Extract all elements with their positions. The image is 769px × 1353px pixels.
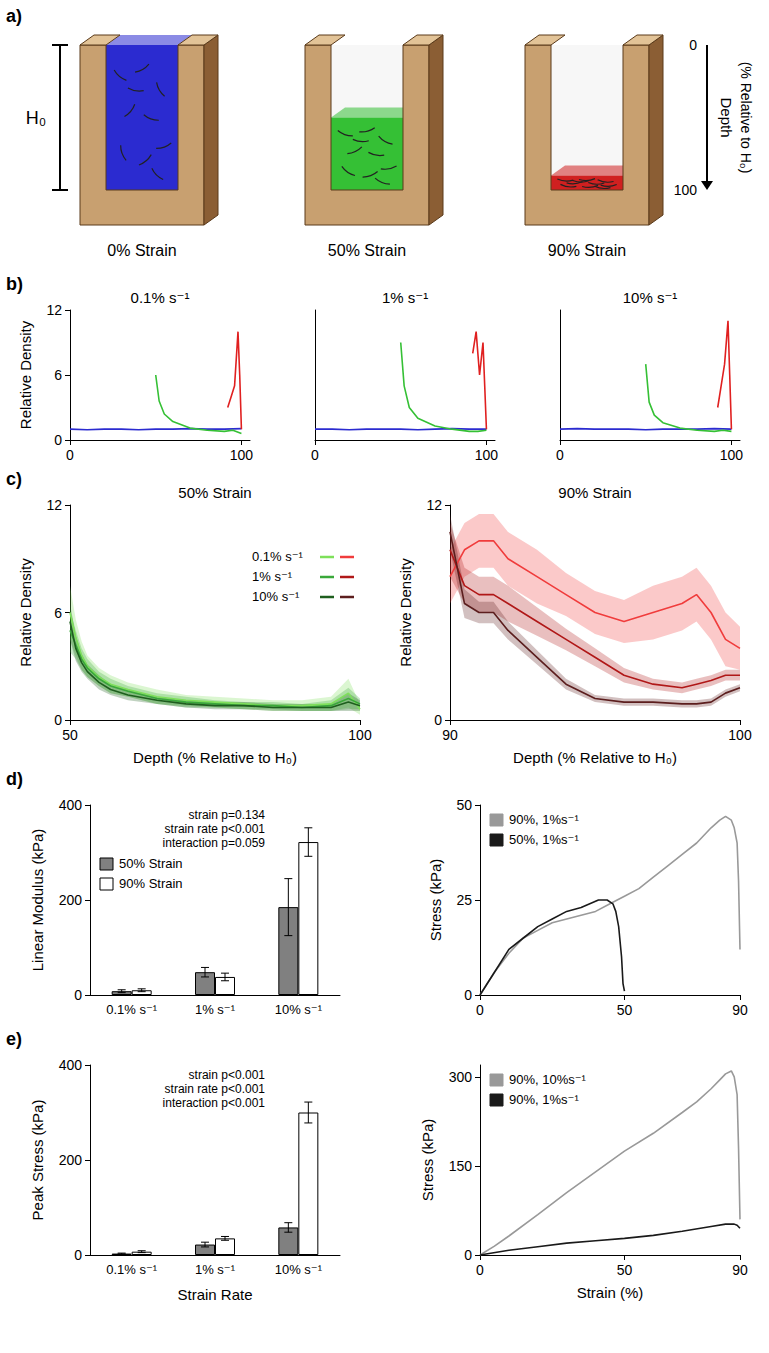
svg-text:d): d): [6, 769, 23, 789]
svg-text:0: 0: [464, 987, 472, 1003]
svg-text:50% Strain: 50% Strain: [328, 242, 406, 259]
svg-text:90% Strain: 90% Strain: [548, 242, 626, 259]
svg-text:10% s⁻¹: 10% s⁻¹: [623, 289, 678, 306]
svg-text:1% s⁻¹: 1% s⁻¹: [382, 289, 428, 306]
svg-text:10% s⁻¹: 10% s⁻¹: [275, 1002, 323, 1017]
svg-text:interaction p<0.001: interaction p<0.001: [163, 1096, 266, 1110]
svg-text:0: 0: [54, 432, 62, 448]
svg-text:0: 0: [54, 712, 62, 728]
svg-text:Relative Density: Relative Density: [17, 320, 34, 429]
svg-text:50: 50: [617, 1002, 633, 1018]
svg-text:100: 100: [720, 447, 744, 463]
svg-text:0: 0: [74, 987, 82, 1003]
svg-text:50: 50: [617, 1262, 633, 1278]
svg-text:100: 100: [728, 727, 752, 743]
svg-text:0: 0: [556, 447, 564, 463]
svg-text:10% s⁻¹: 10% s⁻¹: [275, 1262, 323, 1277]
svg-text:0.1% s⁻¹: 0.1% s⁻¹: [106, 1262, 158, 1277]
svg-text:300: 300: [449, 1069, 473, 1085]
svg-text:0.1% s⁻¹: 0.1% s⁻¹: [131, 289, 190, 306]
svg-text:100: 100: [475, 447, 499, 463]
svg-text:50: 50: [62, 727, 78, 743]
svg-text:200: 200: [59, 1152, 83, 1168]
svg-text:50% Strain: 50% Strain: [178, 484, 251, 501]
svg-text:Stress (kPa): Stress (kPa): [419, 1119, 436, 1202]
svg-text:0.1% s⁻¹: 0.1% s⁻¹: [252, 549, 304, 564]
svg-text:interaction p=0.059: interaction p=0.059: [163, 836, 266, 850]
svg-text:6: 6: [54, 367, 62, 383]
svg-text:50: 50: [456, 797, 472, 813]
svg-text:0: 0: [74, 1247, 82, 1263]
svg-text:50% Strain: 50% Strain: [119, 856, 183, 871]
svg-text:1% s⁻¹: 1% s⁻¹: [195, 1262, 236, 1277]
svg-text:b): b): [6, 274, 23, 294]
svg-text:12: 12: [46, 302, 62, 318]
svg-text:0: 0: [476, 1002, 484, 1018]
svg-text:12: 12: [46, 497, 62, 513]
svg-text:0: 0: [464, 1247, 472, 1263]
svg-text:Strain (%): Strain (%): [577, 1284, 644, 1301]
svg-text:1% s⁻¹: 1% s⁻¹: [252, 569, 293, 584]
svg-text:strain rate p<0.001: strain rate p<0.001: [165, 822, 266, 836]
svg-text:100: 100: [348, 727, 372, 743]
svg-text:(% Relative to H₀): (% Relative to H₀): [738, 62, 754, 174]
svg-text:Linear Modulus (kPa): Linear Modulus (kPa): [29, 829, 46, 972]
svg-text:Relative Density: Relative Density: [397, 558, 414, 667]
svg-text:c): c): [6, 469, 22, 489]
svg-text:strain p<0.001: strain p<0.001: [189, 1068, 266, 1082]
svg-text:0: 0: [689, 37, 697, 53]
svg-text:150: 150: [449, 1158, 473, 1174]
svg-text:25: 25: [456, 892, 472, 908]
svg-text:0: 0: [311, 447, 319, 463]
svg-text:0% Strain: 0% Strain: [107, 242, 176, 259]
svg-text:0: 0: [476, 1262, 484, 1278]
svg-text:90: 90: [732, 1262, 748, 1278]
svg-text:strain p=0.134: strain p=0.134: [189, 808, 266, 822]
svg-text:100: 100: [674, 182, 698, 198]
svg-text:90%, 10%s⁻¹: 90%, 10%s⁻¹: [509, 1072, 587, 1087]
svg-text:Depth (% Relative to H₀): Depth (% Relative to H₀): [513, 749, 677, 766]
svg-text:1% s⁻¹: 1% s⁻¹: [195, 1002, 236, 1017]
svg-text:90: 90: [732, 1002, 748, 1018]
svg-text:400: 400: [59, 797, 83, 813]
svg-text:Depth: Depth: [718, 97, 735, 137]
svg-text:strain rate p<0.001: strain rate p<0.001: [165, 1082, 266, 1096]
svg-text:12: 12: [426, 497, 442, 513]
svg-text:90% Strain: 90% Strain: [558, 484, 631, 501]
svg-text:H₀: H₀: [26, 108, 46, 128]
svg-text:90% Strain: 90% Strain: [119, 876, 183, 891]
svg-text:400: 400: [59, 1057, 83, 1073]
svg-text:0: 0: [66, 447, 74, 463]
svg-text:0: 0: [434, 712, 442, 728]
svg-text:90: 90: [442, 727, 458, 743]
svg-text:10% s⁻¹: 10% s⁻¹: [252, 589, 300, 604]
svg-text:90%, 1%s⁻¹: 90%, 1%s⁻¹: [509, 1092, 579, 1107]
svg-text:0.1% s⁻¹: 0.1% s⁻¹: [106, 1002, 158, 1017]
svg-text:Peak Stress (kPa): Peak Stress (kPa): [29, 1100, 46, 1221]
svg-text:a): a): [6, 6, 22, 26]
svg-text:100: 100: [230, 447, 254, 463]
svg-text:50%, 1%s⁻¹: 50%, 1%s⁻¹: [509, 832, 579, 847]
svg-text:Depth (% Relative to H₀): Depth (% Relative to H₀): [133, 749, 297, 766]
svg-text:Relative Density: Relative Density: [17, 558, 34, 667]
svg-text:6: 6: [54, 605, 62, 621]
svg-text:90%, 1%s⁻¹: 90%, 1%s⁻¹: [509, 812, 579, 827]
svg-text:e): e): [6, 1029, 22, 1049]
svg-text:Stress (kPa): Stress (kPa): [427, 859, 444, 942]
svg-text:Strain Rate: Strain Rate: [177, 1286, 252, 1303]
svg-text:200: 200: [59, 892, 83, 908]
